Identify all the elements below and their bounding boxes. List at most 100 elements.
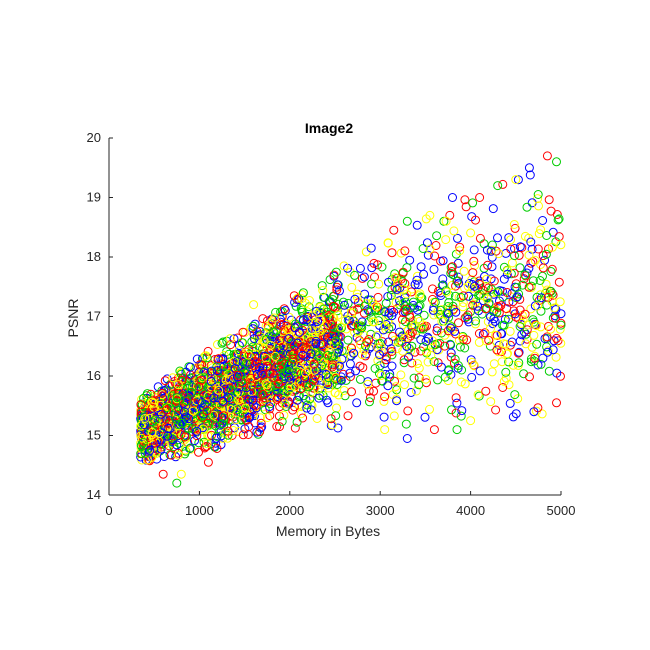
scatter-point (487, 240, 497, 250)
scatter-point (528, 276, 538, 286)
scatter-point (532, 339, 542, 349)
scatter-point (393, 278, 403, 288)
scatter-point (244, 394, 254, 404)
scatter-point (386, 305, 396, 315)
scatter-point (136, 400, 146, 410)
scatter-point (511, 312, 521, 322)
scatter-point (140, 448, 150, 458)
scatter-point (176, 469, 186, 479)
scatter-point (411, 386, 421, 396)
scatter-point (347, 343, 356, 353)
x-tick-label: 5000 (547, 503, 576, 518)
scatter-point (317, 281, 327, 291)
scatter-point (171, 415, 181, 424)
scatter-point (456, 377, 466, 387)
scatter-point (444, 308, 453, 318)
scatter-point (343, 335, 353, 345)
scatter-point (481, 304, 491, 314)
scatter-point (209, 393, 219, 403)
scatter-point (450, 326, 460, 336)
scatter-point (432, 231, 442, 241)
scatter-point (387, 361, 397, 371)
scatter-point (172, 408, 182, 418)
scatter-point (212, 356, 222, 366)
scatter-point (210, 442, 220, 452)
scatter-point (540, 334, 550, 344)
scatter-point (241, 359, 251, 368)
scatter-point (163, 424, 173, 433)
scatter-point (399, 284, 409, 294)
scatter-point (537, 409, 547, 419)
scatter-point (360, 301, 370, 311)
scatter-point (555, 324, 565, 334)
scatter-point (189, 419, 199, 428)
scatter-point (182, 396, 192, 406)
scatter-point (271, 363, 281, 373)
scatter-point (530, 256, 540, 265)
scatter-point (223, 369, 233, 379)
scatter-point (521, 271, 531, 281)
y-tick-label: 19 (87, 190, 101, 205)
scatter-point (441, 216, 451, 226)
scatter-point (547, 264, 557, 274)
scatter-point (251, 400, 261, 410)
scatter-point (292, 395, 302, 405)
scatter-point (353, 321, 363, 331)
scatter-point (198, 424, 208, 434)
scatter-point (552, 157, 561, 167)
scatter-point (497, 357, 507, 367)
scatter-point (272, 319, 281, 329)
scatter-point (166, 450, 176, 460)
scatter-point (293, 293, 302, 303)
scatter-point (496, 347, 506, 357)
scatter-point (463, 314, 473, 324)
scatter-point (138, 437, 148, 447)
scatter-point (355, 263, 365, 273)
scatter-point (556, 240, 566, 250)
scatter-point (544, 321, 553, 331)
scatter-point (455, 246, 465, 256)
scatter-point (454, 318, 463, 328)
scatter-point (448, 193, 457, 202)
scatter-point (284, 383, 294, 393)
scatter-point (284, 382, 293, 392)
scatter-point (527, 244, 537, 254)
scatter-point (290, 423, 300, 433)
scatter-point (350, 270, 360, 280)
scatter-point (269, 327, 279, 337)
scatter-point (501, 367, 511, 377)
scatter-point (212, 366, 222, 376)
scatter-point (544, 244, 553, 254)
scatter-point (377, 376, 387, 386)
scatter-point (147, 427, 157, 437)
scatter-point (440, 372, 450, 382)
scatter-point (494, 302, 504, 312)
scatter-point (379, 396, 389, 406)
scatter-point (345, 368, 355, 378)
scatter-point (556, 320, 566, 330)
scatter-point (243, 381, 252, 391)
scatter-point (533, 190, 543, 199)
scatter-point (358, 363, 368, 373)
scatter-point (314, 393, 324, 403)
scatter-point (524, 163, 534, 173)
scatter-point (140, 414, 150, 423)
scatter-point (542, 151, 552, 161)
scatter-point (518, 280, 528, 290)
scatter-point (258, 389, 268, 399)
scatter-point (246, 381, 256, 391)
scatter-point (554, 214, 564, 224)
scatter-point (266, 345, 276, 355)
scatter-point (368, 317, 378, 327)
scatter-point (330, 372, 340, 382)
scatter-point (304, 382, 314, 392)
scatter-point (480, 272, 489, 281)
scatter-point (381, 298, 391, 308)
scatter-point (323, 321, 333, 330)
scatter-point (541, 249, 551, 259)
scatter-point (323, 332, 332, 342)
scatter-point (356, 340, 366, 350)
scatter-point (218, 355, 228, 364)
scatter-point (200, 442, 210, 452)
